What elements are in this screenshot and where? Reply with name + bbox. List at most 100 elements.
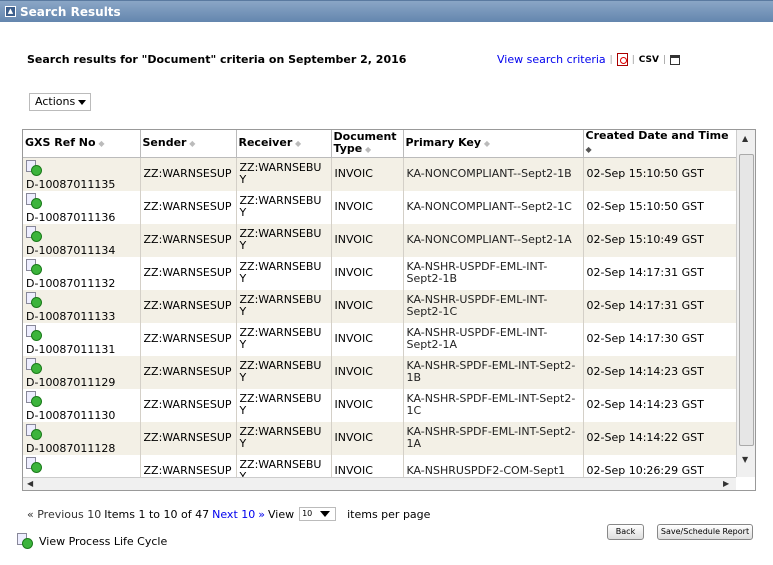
cell-text: ZZ:WARNSEBUY	[239, 326, 322, 351]
table-row[interactable]: D-10087011132 ZZ:WARNSESUP ZZ:WARNSEBUY INV…	[23, 256, 736, 290]
cell-text: ZZ:WARNSESUP	[143, 200, 232, 213]
table-cell: ZZ:WARNSESUP	[140, 454, 237, 477]
pdf-icon[interactable]	[616, 53, 628, 66]
cell-text: INVOIC	[334, 200, 373, 213]
table-cell: D-10087011135	[23, 157, 141, 191]
save-schedule-report-button[interactable]: Save/Schedule Report	[657, 524, 753, 540]
cell-text: ZZ:WARNSEBUY	[239, 425, 322, 450]
table-row[interactable]: D-10087011128 ZZ:WARNSESUP ZZ:WARNSEBUY INV…	[23, 421, 736, 455]
table-row[interactable]: D-10087011135 ZZ:WARNSESUP ZZ:WARNSEBUY INV…	[23, 157, 736, 191]
actions-dropdown[interactable]: Actions	[29, 93, 91, 111]
cell-text: ZZ:WARNSESUP	[143, 464, 232, 477]
document-icon[interactable]	[26, 324, 42, 341]
sort-icon[interactable]: ◆	[362, 144, 372, 154]
cell-text: KA-NSHR-SPDF-EML-INT-Sept2-1A	[406, 425, 576, 450]
back-button[interactable]: Back	[607, 524, 644, 540]
cell-text: INVOIC	[334, 233, 373, 246]
table-cell: INVOIC	[331, 157, 404, 191]
cell-text: ZZ:WARNSEBUY	[239, 392, 322, 417]
column-label: Primary Key	[405, 135, 482, 149]
sort-icon[interactable]: ◆	[585, 145, 592, 155]
cell-text: 02-Sep 15:10:49 GST	[586, 233, 704, 246]
cell-text: D-10087011132	[26, 276, 116, 290]
table-row[interactable]: D-10087011131 ZZ:WARNSESUP ZZ:WARNSEBUY INV…	[23, 322, 736, 356]
sort-icon[interactable]: ◆	[186, 138, 196, 148]
horizontal-scrollbar[interactable]: ◀ ▶	[23, 477, 736, 490]
table-row[interactable]: D-10087011134 ZZ:WARNSESUP ZZ:WARNSEBUY INV…	[23, 223, 736, 257]
cell-text: D-10087011134	[26, 243, 116, 257]
table-cell: ZZ:WARNSEBUY	[236, 322, 332, 356]
column-header[interactable]: GXS Ref No ◆	[23, 130, 141, 158]
table-cell: INVOIC	[331, 223, 404, 257]
view-search-criteria-link[interactable]: View search criteria	[497, 53, 606, 66]
column-header[interactable]: Receiver ◆	[236, 130, 332, 158]
table-cell: 02-Sep 15:10:49 GST	[583, 223, 736, 257]
table-cell: D-10086996132	[23, 454, 141, 477]
table-cell: ZZ:WARNSESUP	[140, 157, 237, 191]
cell-text: ZZ:WARNSESUP	[143, 431, 232, 444]
table-row[interactable]: D-10087011130 ZZ:WARNSESUP ZZ:WARNSEBUY INV…	[23, 388, 736, 422]
sort-icon[interactable]: ◆	[481, 138, 490, 148]
cell-text: D-10087011128	[26, 441, 116, 455]
document-icon[interactable]	[26, 192, 42, 209]
chevron-down-icon	[78, 100, 86, 105]
csv-link[interactable]: CSV	[638, 54, 659, 65]
sort-icon[interactable]: ◆	[95, 138, 105, 148]
cell-text: KA-NSHR-USPDF-EML-INT-Sept2-1B	[406, 260, 548, 285]
cell-text: KA-NSHRUSPDF2-COM-Sept1	[406, 464, 566, 477]
cell-text: ZZ:WARNSESUP	[143, 266, 232, 279]
previous-link: « Previous 10	[27, 507, 102, 521]
process-life-cycle-icon	[17, 533, 33, 549]
cell-text: ZZ:WARNSESUP	[143, 332, 232, 345]
document-icon[interactable]	[26, 390, 42, 407]
table-cell: KA-NONCOMPLIANT--Sept2-1B	[403, 157, 584, 191]
table-cell: 02-Sep 15:10:50 GST	[583, 190, 736, 224]
cell-text: 02-Sep 14:17:31 GST	[586, 299, 704, 312]
table-cell: KA-NSHR-SPDF-EML-INT-Sept2-1C	[403, 388, 584, 422]
per-page-select[interactable]: 10	[299, 507, 337, 521]
scrollbar-thumb[interactable]	[739, 154, 754, 446]
document-icon[interactable]	[26, 291, 42, 308]
table-cell: 02-Sep 14:14:22 GST	[583, 421, 736, 455]
view-label: View	[267, 507, 295, 521]
document-icon[interactable]	[26, 456, 42, 473]
document-icon[interactable]	[26, 225, 42, 242]
scroll-left-icon[interactable]: ◀	[27, 479, 34, 488]
page-heading: Search results for "Document" criteria o…	[27, 53, 407, 66]
column-header[interactable]: Created Date and Time ◆	[583, 130, 736, 158]
document-icon[interactable]	[26, 423, 42, 440]
table-cell: KA-NONCOMPLIANT--Sept2-1A	[403, 223, 584, 257]
cell-text: ZZ:WARNSEBUY	[239, 260, 322, 285]
document-icon[interactable]	[26, 357, 42, 374]
collapse-icon[interactable]: ▲	[5, 6, 16, 17]
next-arrow[interactable]: »	[258, 507, 265, 521]
scroll-right-icon[interactable]: ▶	[723, 479, 730, 488]
table-row[interactable]: D-10086996132 ZZ:WARNSESUP ZZ:WARNSEBUY INV…	[23, 454, 736, 477]
table-row[interactable]: D-10087011133 ZZ:WARNSESUP ZZ:WARNSEBUY INV…	[23, 289, 736, 323]
print-icon[interactable]	[670, 54, 681, 65]
document-icon[interactable]	[26, 159, 42, 176]
table-row[interactable]: D-10087011136 ZZ:WARNSESUP ZZ:WARNSEBUY INV…	[23, 190, 736, 224]
next-link[interactable]: Next 10	[212, 507, 256, 521]
table-cell: INVOIC	[331, 289, 404, 323]
table-cell: INVOIC	[331, 190, 404, 224]
column-label: Sender	[142, 135, 187, 149]
divider: |	[609, 54, 613, 65]
scroll-up-icon[interactable]: ▲	[742, 134, 749, 143]
table-row[interactable]: D-10087011129 ZZ:WARNSESUP ZZ:WARNSEBUY INV…	[23, 355, 736, 389]
scroll-down-icon[interactable]: ▼	[742, 455, 749, 464]
view-process-life-cycle-link[interactable]: View Process Life Cycle	[17, 533, 167, 549]
column-header[interactable]: Sender ◆	[140, 130, 237, 158]
cell-text: KA-NONCOMPLIANT--Sept2-1C	[406, 200, 572, 213]
document-icon[interactable]	[26, 258, 42, 275]
results-table: GXS Ref No ◆ Sender ◆ Receiver ◆ Document T…	[23, 130, 736, 477]
sort-icon[interactable]: ◆	[292, 138, 302, 148]
table-viewport: GXS Ref No ◆ Sender ◆ Receiver ◆ Document T…	[23, 130, 736, 477]
cell-text: D-10087011136	[26, 210, 116, 224]
column-header[interactable]: Document Type ◆	[331, 130, 404, 158]
vertical-scrollbar[interactable]: ▲ ▼	[736, 130, 755, 477]
cell-text: KA-NSHR-USPDF-EML-INT-Sept2-1C	[406, 293, 548, 318]
table-cell: 02-Sep 14:17:30 GST	[583, 322, 736, 356]
column-header[interactable]: Primary Key ◆	[403, 130, 584, 158]
table-cell: ZZ:WARNSEBUY	[236, 256, 332, 290]
